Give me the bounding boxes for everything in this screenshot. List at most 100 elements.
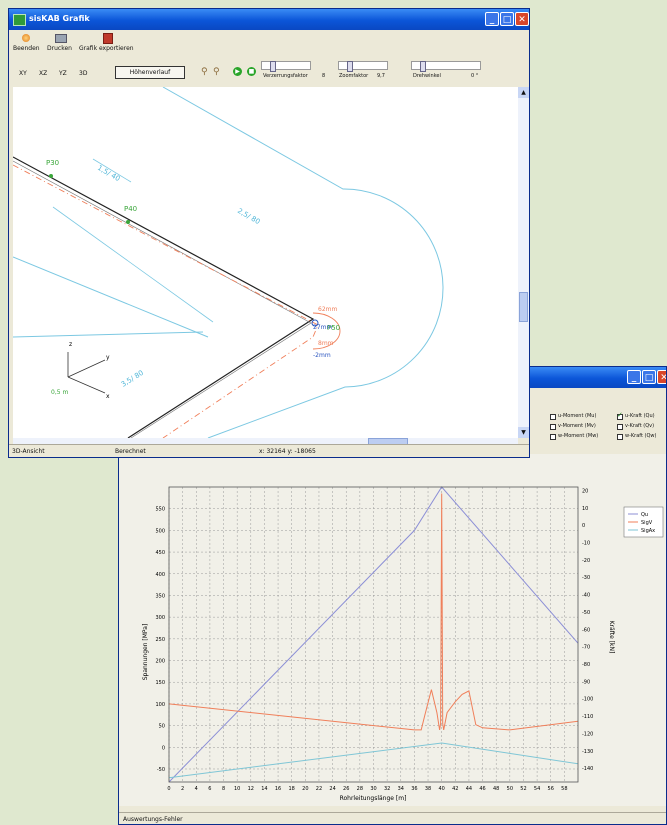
print-button[interactable]: Drucken <box>45 33 75 55</box>
y2-tick-label: 0 <box>582 523 585 529</box>
node-p40 <box>126 220 130 224</box>
y-tick-label: 200 <box>155 659 165 665</box>
axis-z: z <box>69 341 72 348</box>
minimize-icon[interactable]: _ <box>627 370 641 384</box>
grafik-window: sisKAB Grafik _ □ ✕ Beenden Drucken Graf… <box>8 8 530 458</box>
y2-tick-label: -40 <box>582 593 590 599</box>
label-u-force: u-Kraft (Qu) <box>625 413 655 419</box>
y2-tick-label: -60 <box>582 627 590 633</box>
vertical-scroll-thumb[interactable] <box>519 292 528 322</box>
rotation-slider-thumb[interactable] <box>420 61 426 72</box>
rotation-label: Drehwinkel <box>413 73 441 79</box>
minimize-icon[interactable]: _ <box>485 12 499 26</box>
view-3d-button[interactable]: 3D <box>79 70 88 77</box>
x-tick-label: 4 <box>195 786 198 792</box>
x-tick-label: 52 <box>520 786 526 792</box>
distortion-slider[interactable] <box>261 61 311 72</box>
drawing-canvas[interactable]: P30 P40 P50 1,5/ 40 2,5/ 80 3,5/ 80 62mm… <box>13 87 518 438</box>
zoom-out-icon[interactable]: ⚲ <box>213 67 220 77</box>
print-label: Drucken <box>47 45 72 52</box>
height-profile-button[interactable]: Höhenverlauf <box>115 66 185 79</box>
grafik-window-titlebar[interactable]: sisKAB Grafik _ □ ✕ <box>9 9 529 30</box>
maximize-icon[interactable]: □ <box>642 370 656 384</box>
label-w-moment: w-Moment (Mw) <box>558 433 599 439</box>
y2-tick-label: -20 <box>582 558 590 564</box>
y2-tick-label: -110 <box>582 714 593 720</box>
app-icon <box>13 14 26 26</box>
y-tick-label: 450 <box>155 550 165 556</box>
y-tick-label: 250 <box>155 637 165 643</box>
deformation-line <box>13 164 319 438</box>
y2-tick-label: -130 <box>582 749 593 755</box>
play-icon[interactable]: ▶ <box>233 67 242 76</box>
vertical-scrollbar[interactable]: ▲ ▼ <box>518 87 529 438</box>
y2-tick-label: -50 <box>582 610 590 616</box>
printer-icon <box>55 34 67 43</box>
distortion-slider-thumb[interactable] <box>270 61 276 72</box>
checkbox-v-moment[interactable] <box>550 424 556 430</box>
x-tick-label: 14 <box>261 786 267 792</box>
label-minus2mm: -2mm <box>313 352 331 359</box>
y2-tick-label: -80 <box>582 662 590 668</box>
exit-button[interactable]: Beenden <box>13 33 41 55</box>
zoom-value: 9,7 <box>377 73 385 79</box>
label-v-moment: v-Moment (Mv) <box>558 423 596 429</box>
scale-label: 0,5 m <box>51 389 68 396</box>
diagram-statusbar: Auswertungs-Fehler <box>119 812 666 824</box>
label-w-force: w-Kraft (Qw) <box>625 433 657 439</box>
x-tick-label: 2 <box>181 786 184 792</box>
export-label: Grafik exportieren <box>79 45 134 52</box>
zoom-slider[interactable] <box>338 61 388 72</box>
zoom-label: Zoomfaktor <box>339 73 369 79</box>
export-graphic-button[interactable]: Grafik exportieren <box>79 33 137 55</box>
y2-tick-label: -120 <box>582 731 593 737</box>
x-tick-label: 18 <box>289 786 295 792</box>
x-tick-label: 42 <box>452 786 458 792</box>
x-tick-label: 54 <box>534 786 540 792</box>
y-tick-label: 400 <box>155 572 165 578</box>
x-tick-label: 26 <box>343 786 349 792</box>
x-tick-label: 6 <box>208 786 211 792</box>
rotation-slider[interactable] <box>411 61 481 72</box>
x-tick-label: 34 <box>398 786 404 792</box>
distortion-value: 8 <box>322 73 326 79</box>
stop-icon[interactable]: ■ <box>247 67 256 76</box>
pipe-line-offset <box>13 160 312 438</box>
status-mode: 3D-Ansicht <box>12 448 45 455</box>
view-yz-button[interactable]: YZ <box>59 70 67 77</box>
x-tick-label: 32 <box>384 786 390 792</box>
checkbox-u-moment[interactable] <box>550 414 556 420</box>
label-seg-25-80: 2,5/ 80 <box>236 207 261 226</box>
x-tick-label: 40 <box>438 786 444 792</box>
chart-legend: Qu SigV SigAx <box>623 506 664 538</box>
scroll-up-icon[interactable]: ▲ <box>518 87 529 98</box>
x-tick-label: 8 <box>222 786 225 792</box>
label-u-moment: u-Moment (Mu) <box>558 413 597 419</box>
close-icon[interactable]: ✕ <box>657 370 666 384</box>
view-xy-button[interactable]: XY <box>19 70 27 77</box>
checkbox-u-force[interactable] <box>617 411 623 420</box>
checkbox-w-moment[interactable] <box>550 434 556 440</box>
chart-series <box>168 486 579 783</box>
label-p40: P40 <box>124 205 137 213</box>
axis-triad: z y x 0,5 m <box>51 341 110 400</box>
checkbox-w-force[interactable] <box>617 434 623 440</box>
checkbox-v-force[interactable] <box>617 424 623 430</box>
outer-contour <box>162 87 444 438</box>
maximize-icon[interactable]: □ <box>500 12 514 26</box>
distortion-label: Verzerrungsfaktor <box>263 73 308 79</box>
label-v-force: v-Kraft (Qv) <box>625 423 655 429</box>
x-tick-label: 36 <box>411 786 417 792</box>
y-tick-label: 100 <box>155 702 165 708</box>
scroll-down-icon[interactable]: ▼ <box>518 427 529 438</box>
pipeline-drawing: P30 P40 P50 1,5/ 40 2,5/ 80 3,5/ 80 62mm… <box>13 87 444 438</box>
zoom-in-icon[interactable]: ⚲ <box>201 67 208 77</box>
zoom-slider-thumb[interactable] <box>347 61 353 72</box>
x-tick-label: 0 <box>167 786 170 792</box>
view-xz-button[interactable]: XZ <box>39 70 48 77</box>
label-p50: P50 <box>327 324 340 332</box>
node-p30 <box>49 174 53 178</box>
close-icon[interactable]: ✕ <box>515 12 529 26</box>
contour-small <box>52 206 214 323</box>
label-62mm: 62mm <box>318 306 337 313</box>
